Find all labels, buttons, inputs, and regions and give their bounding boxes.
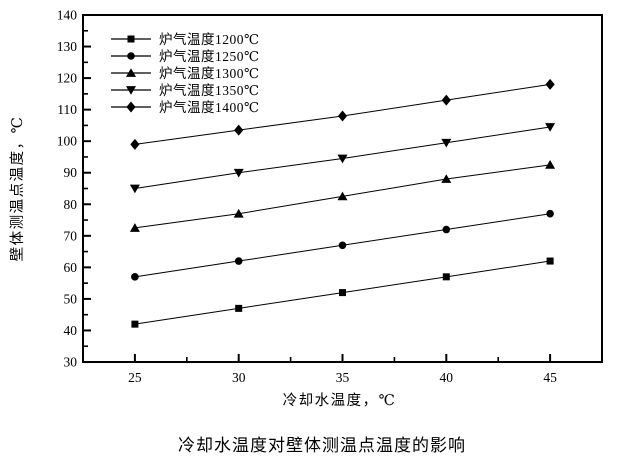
data-point-square <box>235 304 243 312</box>
chart-caption: 冷却水温度对壁体测温点温度的影响 <box>178 436 466 455</box>
data-point-diamond <box>234 124 244 136</box>
y-tick-label: 140 <box>57 8 78 23</box>
data-point-triangle-up <box>441 174 452 183</box>
data-point-triangle-down <box>545 123 556 132</box>
plot-frame <box>82 14 603 363</box>
x-tick-label: 40 <box>440 370 454 385</box>
line-chart: 30 40 50 60 70 80 90 100 110 120 130 140 25 30 35 40 45 炉… <box>9 8 603 409</box>
x-tick-label: 25 <box>128 370 142 385</box>
data-point-diamond <box>441 94 451 106</box>
data-point-square <box>442 273 450 281</box>
data-point-triangle-up <box>337 191 348 201</box>
data-point-circle <box>546 209 554 218</box>
legend-circle-icon <box>127 52 135 60</box>
legend-square-icon <box>127 35 135 43</box>
y-tick-label: 90 <box>64 165 78 180</box>
data-point-triangle-up <box>129 223 140 232</box>
x-tick-label: 45 <box>543 370 557 385</box>
y-tick-label: 100 <box>57 134 78 149</box>
y-tick-label: 50 <box>64 291 78 306</box>
data-point-triangle-down <box>129 184 140 194</box>
data-point-triangle-up <box>233 208 244 218</box>
data-point-square <box>131 320 139 328</box>
legend-label: 炉气温度1350℃ <box>159 83 260 98</box>
y-tick-label: 110 <box>57 102 77 117</box>
x-tick-label: 35 <box>336 370 350 385</box>
y-axis-title: 壁体测温点温度，℃ <box>9 116 26 262</box>
legend-diamond-icon <box>126 101 136 113</box>
legend-label: 炉气温度1250℃ <box>159 49 260 64</box>
y-tick-label: 60 <box>64 260 78 275</box>
data-point-square <box>339 289 346 297</box>
x-tick-label: 30 <box>232 370 246 385</box>
data-point-triangle-down <box>233 168 244 178</box>
data-point-triangle-down <box>441 138 452 148</box>
y-tick-label: 80 <box>64 197 78 212</box>
data-point-diamond <box>337 110 348 122</box>
y-tick-label: 70 <box>64 228 78 243</box>
data-point-circle <box>338 241 347 250</box>
data-point-square <box>546 257 554 265</box>
legend-label: 炉气温度1200℃ <box>159 32 260 47</box>
data-point-circle <box>131 273 139 281</box>
data-point-circle <box>234 257 243 265</box>
data-point-triangle-up <box>545 160 556 169</box>
legend-label: 炉气温度1300℃ <box>159 66 260 81</box>
data-point-diamond <box>545 78 555 90</box>
legend-label: 炉气温度1400℃ <box>159 100 260 115</box>
y-tick-label: 40 <box>64 323 78 338</box>
y-tick-label: 30 <box>64 355 78 370</box>
legend-triangle-down-icon <box>126 86 136 95</box>
data-point-triangle-down <box>337 154 348 164</box>
data-point-circle <box>442 225 451 234</box>
y-tick-label: 120 <box>57 71 78 86</box>
y-tick-label: 130 <box>57 39 78 54</box>
legend-triangle-up-icon <box>126 68 136 77</box>
data-point-diamond <box>130 138 140 150</box>
x-axis-title: 冷却水温度，℃ <box>283 392 397 409</box>
